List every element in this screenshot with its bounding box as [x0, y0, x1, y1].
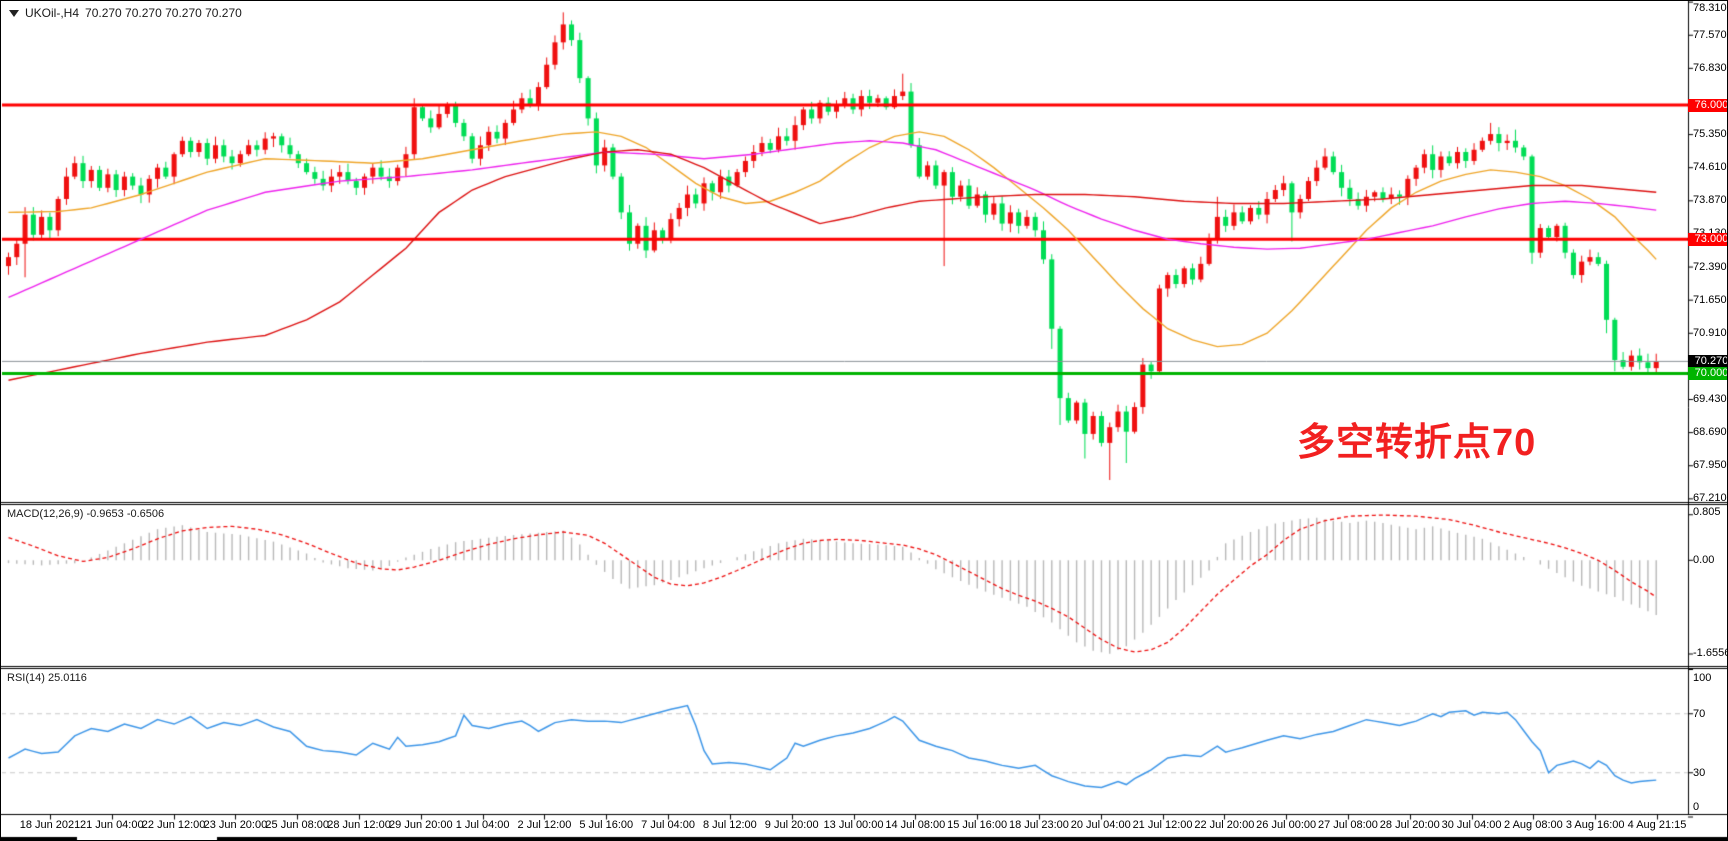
- ohlc-values: 70.270 70.270 70.270 70.270: [85, 6, 242, 20]
- time-tick-label: 4 Aug 21:15: [1627, 819, 1687, 831]
- price-tick-label: 68.690: [1693, 426, 1727, 439]
- time-tick-label: 28 Jul 20:00: [1379, 819, 1440, 831]
- price-tick-label: 74.610: [1693, 161, 1727, 174]
- price-tick-label: 67.210: [1693, 492, 1727, 505]
- time-tick-label: 9 Jul 20:00: [764, 819, 819, 831]
- time-tick-label: 28 Jun 12:00: [327, 819, 391, 831]
- current-price-price-box: 70.270: [1688, 354, 1727, 368]
- time-tick-label: 13 Jul 00:00: [823, 819, 884, 831]
- time-tick-label: 23 Jun 20:00: [203, 819, 268, 831]
- horizontal-scrollbar[interactable]: [1, 836, 1727, 840]
- rsi-axis-100: 100: [1693, 672, 1712, 684]
- price-tick-label: 75.350: [1693, 128, 1727, 141]
- time-tick-label: 21 Jun 04:00: [79, 819, 144, 831]
- pivot-level-price-box: 70.000: [1688, 367, 1727, 380]
- macd-axis-max: 0.805: [1693, 506, 1721, 518]
- time-tick-label: 7 Jul 04:00: [641, 819, 695, 831]
- time-tick-label: 15 Jul 16:00: [947, 819, 1008, 831]
- rsi-indicator-label: RSI(14) 25.0116: [7, 672, 87, 684]
- macd-axis-zero: 0.00: [1693, 554, 1715, 566]
- price-tick-label: 69.430: [1693, 393, 1727, 405]
- price-tick-label: 76.830: [1693, 61, 1727, 74]
- macd-indicator-label: MACD(12,26,9) -0.9653 -0.6506: [7, 508, 165, 520]
- time-tick-label: 2 Jul 12:00: [517, 819, 572, 831]
- time-tick-label: 30 Jul 04:00: [1441, 819, 1502, 831]
- price-tick-label: 70.910: [1693, 326, 1727, 339]
- time-tick-label: 22 Jun 12:00: [141, 819, 206, 831]
- price-tick-label: 77.570: [1693, 28, 1727, 41]
- time-tick-label: 18 Jul 23:00: [1008, 819, 1069, 831]
- resistance-price-box: 76.000: [1688, 98, 1727, 112]
- chart-title-bar: UKOil-,H4 70.270 70.270 70.270 70.270: [9, 6, 242, 20]
- time-tick-label: 21 Jul 12:00: [1132, 819, 1193, 831]
- time-tick-label: 5 Jul 16:00: [579, 819, 634, 831]
- support-broken-price-box: 73.000: [1688, 232, 1727, 246]
- time-tick-label: 1 Jul 04:00: [455, 819, 510, 831]
- rsi-axis-0: 0: [1693, 801, 1700, 813]
- time-tick-label: 26 Jul 00:00: [1256, 819, 1317, 831]
- price-tick-label: 67.950: [1693, 459, 1727, 472]
- price-tick-label: 78.310: [1693, 2, 1727, 14]
- time-tick-label: 3 Aug 16:00: [1565, 819, 1625, 831]
- collapse-arrow-icon[interactable]: [9, 9, 19, 17]
- time-tick-label: 20 Jul 04:00: [1070, 819, 1131, 831]
- price-tick-label: 71.650: [1693, 293, 1727, 306]
- chart-text-annotation[interactable]: 多空转折点70: [1297, 422, 1537, 464]
- macd-axis-min: -1.6556: [1693, 647, 1728, 659]
- time-tick-label: 18 Jun 2021: [19, 819, 81, 831]
- symbol-period-label: UKOil-,H4: [25, 6, 80, 20]
- time-tick-label: 22 Jul 20:00: [1194, 819, 1255, 831]
- time-tick-label: 25 Jun 08:00: [265, 819, 330, 831]
- rsi-axis-30: 30: [1693, 767, 1706, 779]
- price-tick-label: 73.870: [1693, 194, 1727, 207]
- price-tick-label: 72.390: [1693, 260, 1727, 273]
- time-tick-label: 14 Jul 08:00: [885, 819, 946, 831]
- time-tick-label: 2 Aug 08:00: [1504, 819, 1563, 831]
- time-tick-label: 27 Jul 08:00: [1317, 819, 1378, 831]
- rsi-axis-70: 70: [1693, 708, 1706, 720]
- time-tick-label: 8 Jul 12:00: [702, 819, 757, 831]
- time-tick-label: 29 Jun 20:00: [389, 819, 453, 831]
